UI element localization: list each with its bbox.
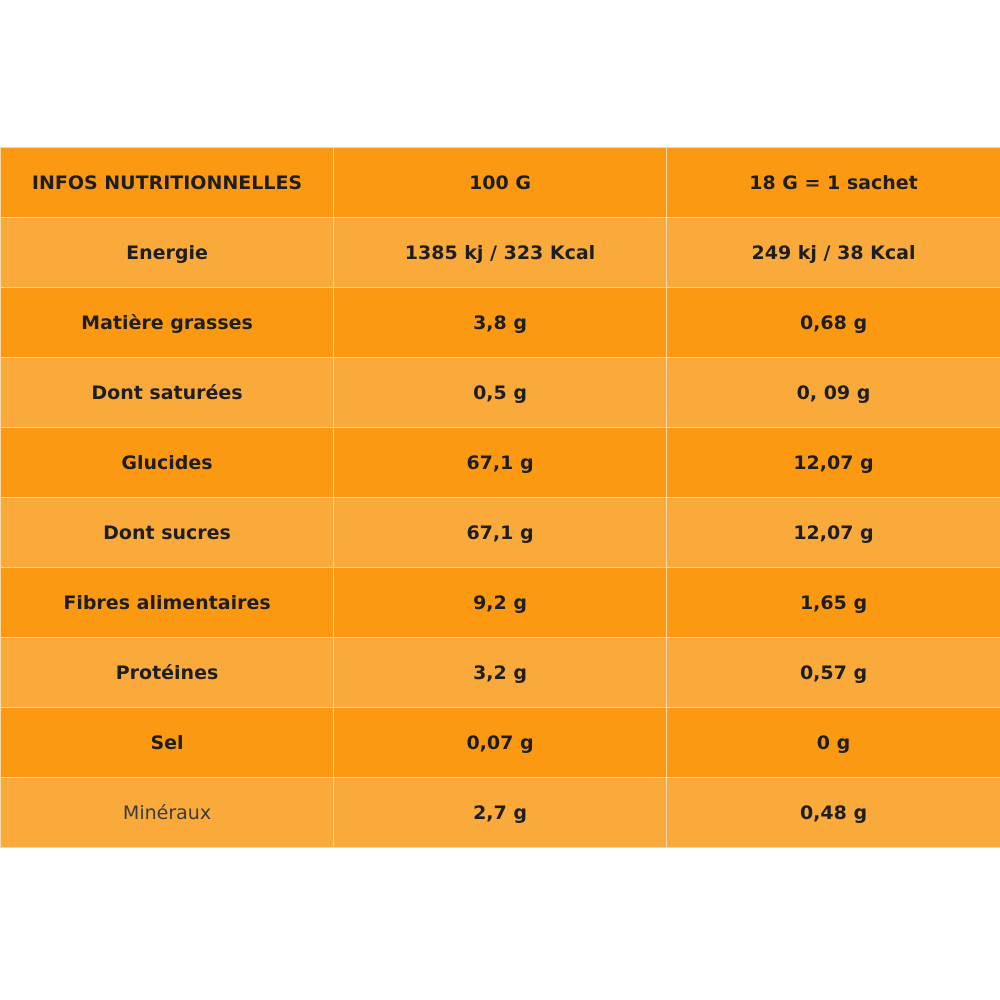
row-value-sachet: 1,65 g [666,567,1000,638]
nutrition-table: INFOS NUTRITIONNELLES 100 G 18 G = 1 sac… [0,147,1000,848]
row-value-100g: 0,07 g [333,707,667,778]
row-value-sachet: 249 kj / 38 Kcal [666,217,1000,288]
row-value-sachet: 0,68 g [666,287,1000,358]
header-nutrition-info: INFOS NUTRITIONNELLES [0,147,334,218]
table-row: Protéines 3,2 g 0,57 g [0,637,1000,708]
row-value-sachet: 0, 09 g [666,357,1000,428]
row-value-100g: 67,1 g [333,497,667,568]
row-value-100g: 0,5 g [333,357,667,428]
row-value-100g: 9,2 g [333,567,667,638]
row-label: Energie [0,217,334,288]
header-per-100g: 100 G [333,147,667,218]
row-value-100g: 3,8 g [333,287,667,358]
row-label: Protéines [0,637,334,708]
row-value-sachet: 0,48 g [666,777,1000,848]
table-header-row: INFOS NUTRITIONNELLES 100 G 18 G = 1 sac… [0,147,1000,218]
table-row: Energie 1385 kj / 323 Kcal 249 kj / 38 K… [0,217,1000,288]
row-value-sachet: 12,07 g [666,427,1000,498]
row-value-sachet: 12,07 g [666,497,1000,568]
table-row: Dont saturées 0,5 g 0, 09 g [0,357,1000,428]
row-label: Sel [0,707,334,778]
row-label: Matière grasses [0,287,334,358]
table-row: Minéraux 2,7 g 0,48 g [0,777,1000,848]
table-row: Matière grasses 3,8 g 0,68 g [0,287,1000,358]
row-label: Glucides [0,427,334,498]
row-label: Dont saturées [0,357,334,428]
row-value-100g: 2,7 g [333,777,667,848]
row-value-sachet: 0,57 g [666,637,1000,708]
table-row: Glucides 67,1 g 12,07 g [0,427,1000,498]
table-row: Sel 0,07 g 0 g [0,707,1000,778]
row-value-100g: 67,1 g [333,427,667,498]
row-value-100g: 3,2 g [333,637,667,708]
header-per-sachet: 18 G = 1 sachet [666,147,1000,218]
row-label: Minéraux [0,777,334,848]
row-label: Fibres alimentaires [0,567,334,638]
table-row: Dont sucres 67,1 g 12,07 g [0,497,1000,568]
row-value-sachet: 0 g [666,707,1000,778]
table-row: Fibres alimentaires 9,2 g 1,65 g [0,567,1000,638]
row-value-100g: 1385 kj / 323 Kcal [333,217,667,288]
row-label: Dont sucres [0,497,334,568]
